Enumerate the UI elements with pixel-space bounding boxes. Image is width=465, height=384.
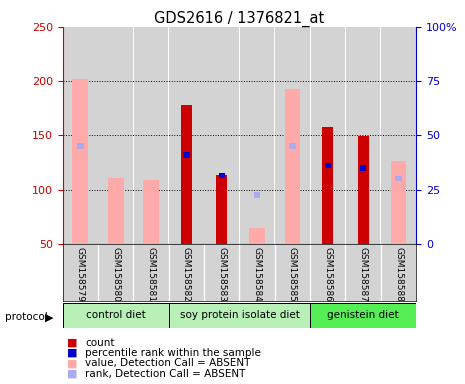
Text: value, Detection Call = ABSENT: value, Detection Call = ABSENT <box>85 358 251 368</box>
Bar <box>77 144 84 149</box>
Text: GSM158584: GSM158584 <box>252 247 262 301</box>
Bar <box>285 89 300 244</box>
Bar <box>391 161 406 244</box>
Bar <box>289 144 296 149</box>
Text: ■: ■ <box>67 358 78 368</box>
Bar <box>108 178 124 244</box>
Text: ■: ■ <box>67 369 78 379</box>
Text: GSM158588: GSM158588 <box>394 247 403 302</box>
Bar <box>216 175 227 244</box>
Bar <box>360 165 366 170</box>
Text: genistein diet: genistein diet <box>327 310 399 320</box>
Title: GDS2616 / 1376821_at: GDS2616 / 1376821_at <box>154 11 325 27</box>
Text: protocol: protocol <box>5 312 47 322</box>
Bar <box>275 27 310 244</box>
Bar <box>325 163 331 169</box>
Text: GSM158582: GSM158582 <box>182 247 191 301</box>
Bar <box>134 27 168 244</box>
Bar <box>346 27 380 244</box>
Text: GSM158580: GSM158580 <box>111 247 120 302</box>
Bar <box>219 173 225 178</box>
Bar <box>169 27 204 244</box>
Bar <box>311 27 345 244</box>
Bar <box>63 303 169 328</box>
Bar <box>183 152 190 157</box>
Bar <box>322 127 333 244</box>
Bar <box>358 136 369 244</box>
Bar <box>240 27 274 244</box>
Text: control diet: control diet <box>86 310 146 320</box>
Bar <box>254 192 260 198</box>
Bar <box>381 27 416 244</box>
Text: GSM158579: GSM158579 <box>76 247 85 302</box>
Bar <box>143 180 159 244</box>
Text: count: count <box>85 338 114 348</box>
Text: soy protein isolate diet: soy protein isolate diet <box>179 310 299 320</box>
Text: GSM158583: GSM158583 <box>217 247 226 302</box>
Text: ■: ■ <box>67 348 78 358</box>
Bar <box>395 176 402 182</box>
Text: GSM158586: GSM158586 <box>323 247 332 302</box>
Bar <box>73 79 88 244</box>
Bar <box>205 27 239 244</box>
Text: rank, Detection Call = ABSENT: rank, Detection Call = ABSENT <box>85 369 246 379</box>
Bar <box>99 27 133 244</box>
Bar <box>169 303 310 328</box>
Text: ■: ■ <box>67 338 78 348</box>
Bar <box>310 303 416 328</box>
Text: GSM158581: GSM158581 <box>146 247 156 302</box>
Bar <box>181 105 192 244</box>
Text: GSM158585: GSM158585 <box>288 247 297 302</box>
Bar <box>249 228 265 244</box>
Bar <box>63 27 98 244</box>
Text: percentile rank within the sample: percentile rank within the sample <box>85 348 261 358</box>
Text: ▶: ▶ <box>45 312 53 322</box>
Text: GSM158587: GSM158587 <box>359 247 368 302</box>
